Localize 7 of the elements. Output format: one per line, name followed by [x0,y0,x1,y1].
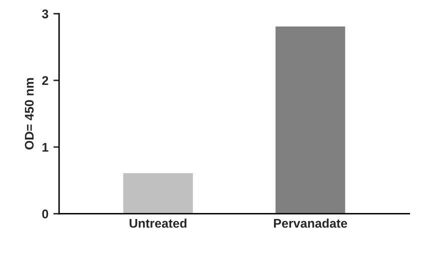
y-tick-label: 2 [42,76,48,85]
x-tick-label: Untreated [130,218,186,228]
y-tick-label: 0 [42,210,48,218]
y-axis-title: OD= 450 nm [24,78,34,150]
y-tick-label: 3 [42,10,48,18]
y-tick-label: 1 [42,142,48,152]
x-tick-label: Pervanadate [274,218,348,228]
